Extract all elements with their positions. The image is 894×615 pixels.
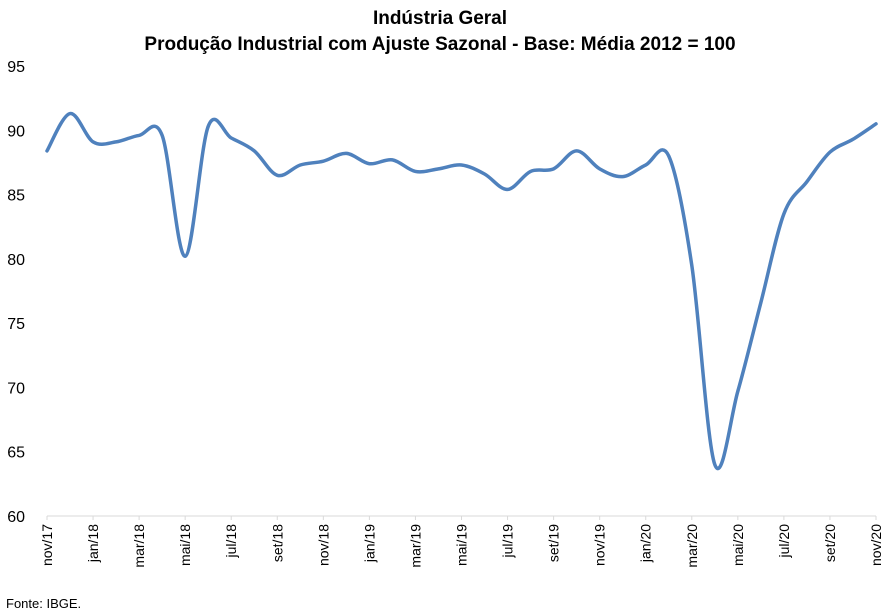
- x-tick-label: mai/18: [177, 524, 193, 566]
- x-axis-ticks: nov/17 jan/18 mar/18 mai/18 jul/18 set/18 nov/…: [39, 516, 884, 568]
- y-axis-ticks: 60 65 70 75 80 85 90 95: [7, 59, 25, 526]
- y-tick-label: 90: [7, 123, 25, 140]
- y-tick-label: 75: [7, 316, 25, 333]
- x-tick-label: nov/19: [592, 524, 608, 566]
- x-tick-label: mai/20: [730, 524, 746, 566]
- y-tick-label: 60: [7, 509, 25, 526]
- y-tick-label: 70: [7, 380, 25, 397]
- chart-title: Indústria Geral: [372, 8, 508, 29]
- x-tick-label: set/20: [822, 524, 838, 562]
- x-tick-label: set/18: [269, 524, 285, 562]
- x-tick-label: nov/20: [868, 524, 884, 566]
- source-note: Fonte: IBGE.: [6, 596, 82, 611]
- x-tick-label: jan/18: [85, 524, 101, 563]
- x-tick-label: jul/19: [500, 524, 516, 559]
- y-tick-label: 65: [7, 445, 25, 462]
- x-tick-label: mai/19: [454, 524, 470, 566]
- x-tick-label: nov/17: [39, 524, 55, 566]
- chart-subtitle: Produção Industrial com Ajuste Sazonal -…: [144, 34, 736, 55]
- x-tick-label: jan/20: [638, 524, 654, 563]
- x-tick-label: jan/19: [361, 524, 377, 563]
- x-tick-label: jul/18: [223, 524, 239, 559]
- y-tick-label: 95: [7, 59, 25, 76]
- series-line: [45, 111, 878, 470]
- x-tick-label: set/19: [546, 524, 562, 562]
- x-tick-label: mar/19: [407, 524, 423, 568]
- chart-title-block: Indústria Geral Produção Industrial com …: [0, 6, 880, 58]
- x-tick-label: jul/20: [776, 524, 792, 559]
- y-tick-label: 80: [7, 252, 25, 269]
- y-tick-label: 85: [7, 188, 25, 205]
- x-tick-label: nov/18: [315, 524, 331, 566]
- x-tick-label: mar/18: [131, 524, 147, 568]
- x-tick-label: mar/20: [684, 524, 700, 568]
